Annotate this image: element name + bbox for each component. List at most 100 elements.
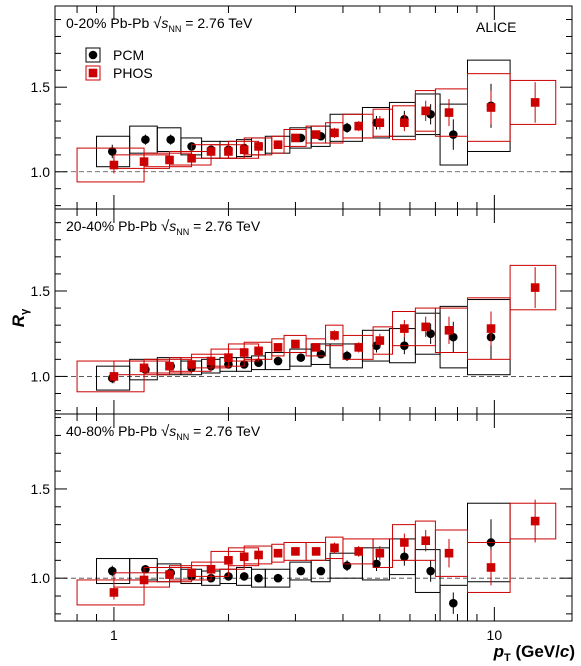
data-point-phos bbox=[375, 336, 385, 345]
x-axis-label: pT (GeV/c) bbox=[493, 642, 575, 664]
data-point-phos bbox=[375, 118, 385, 128]
data-point-pcm bbox=[166, 135, 175, 144]
legend-entry-PCM: PCM bbox=[85, 47, 144, 63]
data-point-pcm bbox=[273, 573, 283, 583]
data-point-phos bbox=[291, 133, 300, 143]
panel-40-80%: 1.0 1.5 40-80% Pb-Pb √sNN = 2.76 TeV 1 10 bbox=[31, 413, 573, 643]
data-point-phos bbox=[354, 121, 364, 131]
data-point-phos bbox=[421, 536, 430, 545]
data-point-phos bbox=[330, 331, 339, 340]
data-point-pcm bbox=[426, 566, 435, 576]
data-point-phos bbox=[400, 118, 409, 128]
legend: PCM PHOS bbox=[85, 47, 153, 81]
panel-20-40%: 1.0 1.5 20-40% Pb-Pb √sNN = 2.76 TeV bbox=[31, 208, 573, 415]
data-point-pcm bbox=[296, 353, 306, 362]
data-point-pcm bbox=[400, 552, 409, 562]
legend-label: PHOS bbox=[113, 65, 153, 81]
panels: 1.0 1.5 0-20% Pb-Pb √sNN = 2.76 TeV PCM PHOS… bbox=[31, 5, 573, 643]
data-point-phos bbox=[291, 339, 300, 349]
data-point-phos bbox=[486, 103, 496, 112]
data-point-phos bbox=[486, 563, 496, 572]
y-axis-label: Rγ bbox=[9, 308, 31, 327]
data-point-pcm bbox=[107, 147, 117, 156]
data-point-phos bbox=[375, 548, 385, 558]
data-point-pcm bbox=[448, 598, 458, 608]
legend-marker bbox=[88, 50, 98, 60]
data-point-phos bbox=[311, 343, 321, 352]
data-point-phos bbox=[254, 142, 263, 151]
series-PHOS bbox=[76, 499, 557, 606]
data-point-phos bbox=[273, 548, 283, 558]
data-point-phos bbox=[486, 324, 496, 333]
series-PHOS bbox=[76, 73, 557, 183]
sys-box bbox=[509, 79, 557, 125]
series-PHOS bbox=[76, 264, 557, 393]
y-tick-label: 1.0 bbox=[31, 570, 51, 586]
panel-title: 0-20% Pb-Pb √sNN = 2.76 TeV bbox=[66, 15, 253, 34]
data-point-pcm bbox=[448, 332, 458, 342]
data-point-pcm bbox=[141, 564, 150, 574]
sys-box bbox=[414, 549, 441, 593]
data-point-pcm bbox=[141, 135, 150, 144]
data-point-phos bbox=[254, 550, 263, 560]
data-point-phos bbox=[330, 543, 339, 553]
data-point-phos bbox=[530, 98, 540, 107]
data-point-phos bbox=[109, 588, 119, 597]
data-point-phos bbox=[273, 140, 283, 150]
data-point-phos bbox=[444, 325, 454, 335]
data-point-phos bbox=[109, 372, 119, 381]
sys-box bbox=[76, 360, 145, 393]
data-point-phos bbox=[444, 108, 454, 117]
data-point-phos bbox=[311, 130, 321, 139]
legend-sys-box bbox=[85, 65, 101, 81]
y-tick-label: 1.0 bbox=[31, 164, 51, 180]
data-point-phos bbox=[330, 128, 339, 138]
data-point-pcm bbox=[342, 561, 352, 570]
sys-box bbox=[466, 297, 511, 360]
data-point-pcm bbox=[273, 356, 283, 366]
data-point-pcm bbox=[342, 123, 352, 133]
y-tick-label: 1.5 bbox=[31, 79, 51, 95]
x-tick-label: 1 bbox=[110, 627, 118, 643]
data-point-phos bbox=[421, 322, 430, 332]
data-point-phos bbox=[530, 283, 540, 292]
legend-entry-PHOS: PHOS bbox=[85, 65, 153, 81]
data-point-pcm bbox=[372, 559, 381, 569]
data-point-phos bbox=[254, 346, 263, 356]
data-point-phos bbox=[421, 106, 430, 116]
y-tick-label: 1.5 bbox=[31, 481, 51, 497]
y-tick-label: 1.0 bbox=[31, 368, 51, 384]
sys-box bbox=[76, 579, 145, 606]
data-point-pcm bbox=[107, 566, 117, 576]
data-point-phos bbox=[444, 548, 454, 558]
data-point-pcm bbox=[239, 572, 249, 581]
data-point-phos bbox=[400, 324, 409, 333]
data-point-phos bbox=[273, 343, 283, 352]
data-point-pcm bbox=[448, 130, 458, 139]
legend-sys-box bbox=[85, 47, 101, 63]
data-point-pcm bbox=[296, 566, 306, 576]
x-tick-label: 10 bbox=[487, 627, 503, 643]
sys-box bbox=[466, 541, 511, 593]
panel-title: 20-40% Pb-Pb √sNN = 2.76 TeV bbox=[66, 218, 261, 237]
data-point-pcm bbox=[316, 566, 326, 576]
data-point-phos bbox=[530, 516, 540, 526]
panel-0-20%: 1.0 1.5 0-20% Pb-Pb √sNN = 2.76 TeV PCM PHOS bbox=[31, 5, 573, 210]
sys-box bbox=[305, 338, 327, 357]
data-point-phos bbox=[400, 538, 409, 547]
data-point-pcm bbox=[426, 329, 435, 339]
series-PCM bbox=[96, 502, 511, 622]
data-point-pcm bbox=[254, 573, 263, 583]
legend-marker bbox=[88, 68, 98, 78]
data-point-phos bbox=[354, 343, 364, 352]
y-tick-label: 1.5 bbox=[31, 283, 51, 299]
sys-box bbox=[509, 264, 557, 311]
experiment-label: ALICE bbox=[476, 19, 516, 35]
data-point-phos bbox=[354, 547, 364, 556]
panel-title: 40-80% Pb-Pb √sNN = 2.76 TeV bbox=[66, 423, 261, 442]
data-point-pcm bbox=[342, 351, 352, 361]
sys-box bbox=[509, 502, 557, 540]
data-point-phos bbox=[291, 547, 300, 556]
data-point-phos bbox=[311, 547, 321, 556]
